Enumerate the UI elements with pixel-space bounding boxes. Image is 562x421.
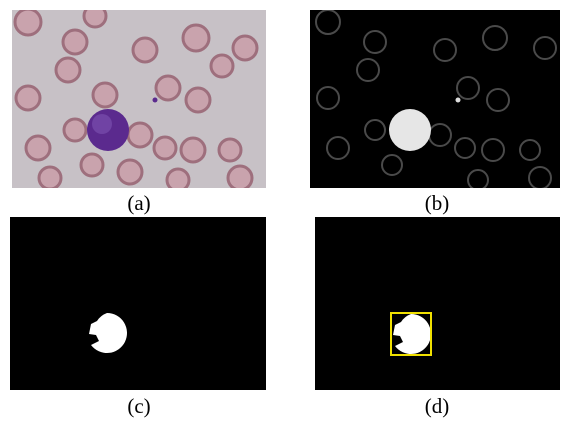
panel-d-image: [315, 217, 560, 390]
panel-b-image: [310, 10, 560, 190]
figure: (a) (b) (c) (d): [0, 0, 562, 421]
panel-c-image: [10, 217, 266, 390]
panel-label: (a): [127, 191, 150, 215]
panel-label: (d): [425, 394, 450, 418]
panel-a-image: [12, 5, 266, 191]
panel-label: (c): [127, 394, 150, 418]
panel-label: (b): [425, 191, 450, 215]
